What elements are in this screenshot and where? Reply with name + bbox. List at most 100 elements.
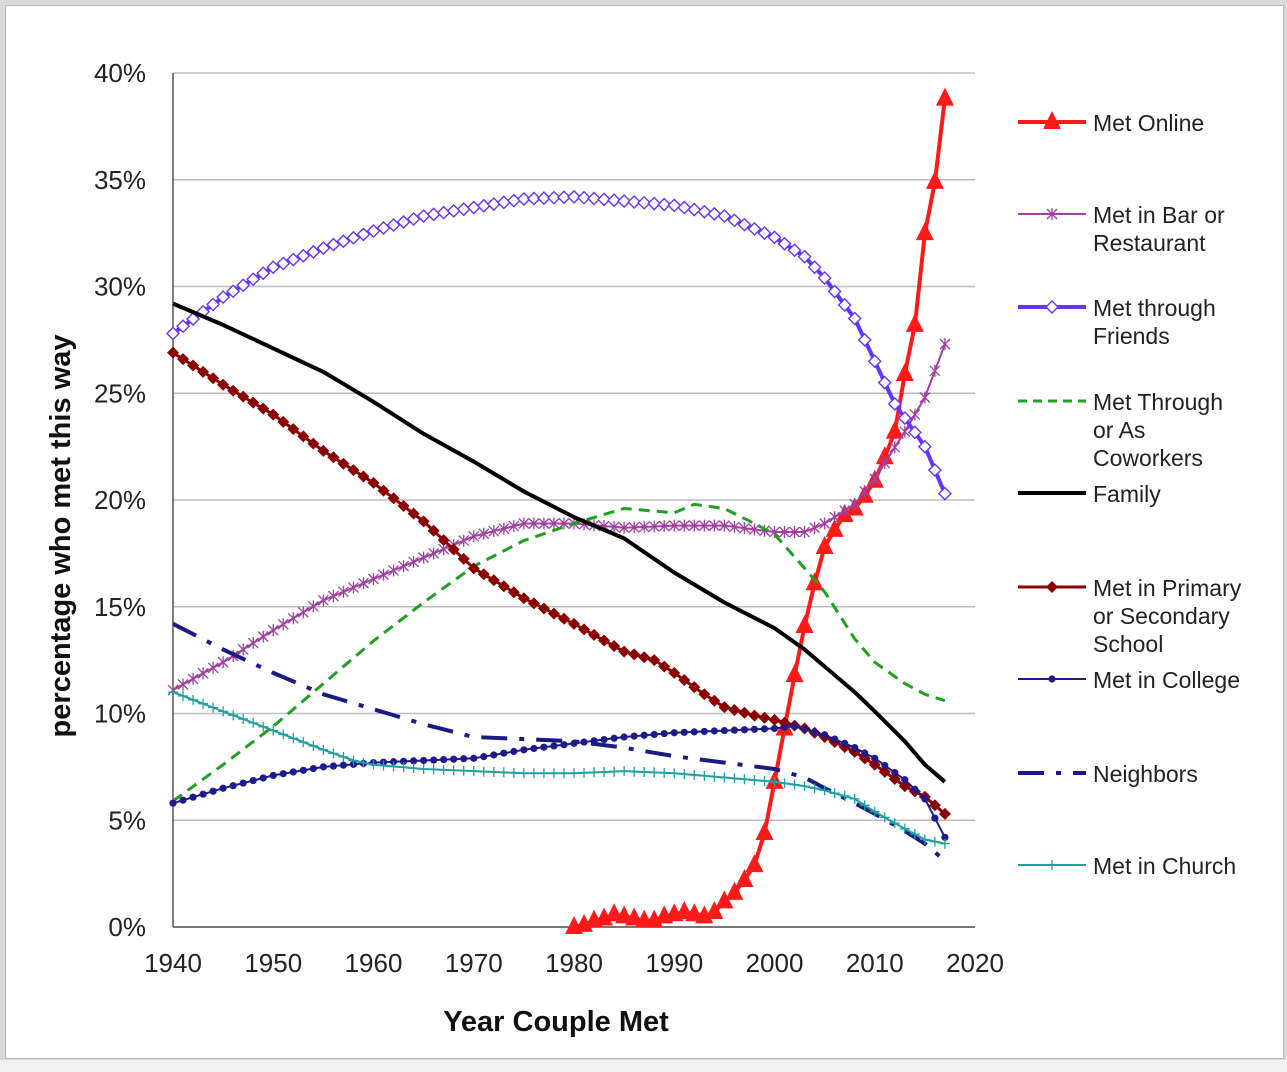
data-point	[648, 520, 660, 533]
legend-label: or Secondary	[1093, 603, 1230, 629]
legend-marker	[1048, 675, 1056, 683]
data-point	[458, 534, 470, 547]
data-point	[498, 522, 510, 535]
data-point	[267, 624, 279, 637]
data-point	[428, 764, 439, 775]
data-point	[598, 634, 611, 647]
data-point	[931, 814, 939, 822]
data-point	[839, 791, 850, 802]
data-point	[420, 756, 428, 765]
data-point	[306, 244, 321, 259]
data-point	[608, 640, 621, 653]
data-point	[800, 725, 809, 733]
data-point	[907, 425, 922, 440]
data-point	[259, 774, 267, 782]
data-point	[861, 749, 869, 757]
legend-label: Met in College	[1093, 667, 1240, 693]
data-point	[667, 198, 682, 213]
data-point	[610, 734, 618, 742]
data-point	[790, 722, 799, 730]
data-point	[879, 456, 891, 469]
data-point	[678, 519, 690, 532]
data-point	[487, 574, 500, 587]
data-point	[456, 202, 471, 217]
data-point	[647, 196, 662, 211]
data-point	[378, 568, 389, 581]
data-point	[207, 661, 219, 674]
data-point	[658, 520, 670, 533]
data-point	[819, 517, 831, 530]
data-point	[526, 191, 541, 206]
data-point	[437, 534, 450, 547]
data-point	[237, 390, 250, 403]
data-point	[688, 681, 701, 694]
series-met-online	[565, 87, 954, 934]
data-point	[287, 423, 300, 436]
data-point	[859, 800, 870, 811]
data-point	[217, 656, 229, 669]
data-point	[468, 766, 479, 777]
data-point	[406, 212, 421, 227]
data-point	[659, 767, 670, 778]
data-point	[770, 724, 779, 733]
data-point	[178, 690, 189, 701]
data-point	[710, 727, 718, 735]
data-point	[418, 551, 430, 564]
data-point	[267, 408, 280, 421]
data-point	[397, 499, 410, 512]
legend-label: Met through	[1093, 295, 1216, 321]
legend-label: School	[1093, 631, 1163, 657]
data-point	[935, 87, 954, 106]
data-point	[777, 236, 792, 251]
data-point	[787, 243, 802, 258]
data-point	[166, 326, 180, 341]
x-tick-label: 2010	[846, 948, 904, 978]
series-line	[573, 98, 947, 929]
legend-label: Met in Bar or	[1093, 202, 1225, 228]
data-point	[547, 607, 560, 620]
data-point	[617, 194, 632, 209]
data-point	[825, 518, 844, 537]
x-tick-label: 1960	[345, 948, 403, 978]
data-point	[638, 651, 651, 664]
data-point	[447, 543, 460, 556]
data-point	[468, 530, 480, 543]
data-point	[797, 249, 812, 264]
data-point	[750, 725, 759, 733]
x-tick-label: 1940	[144, 948, 202, 978]
data-point	[735, 869, 754, 888]
data-point	[378, 760, 389, 771]
data-point	[759, 775, 770, 786]
data-point	[709, 771, 720, 782]
data-point	[368, 759, 379, 770]
data-point	[416, 209, 431, 224]
data-point	[620, 733, 628, 741]
data-point	[548, 517, 560, 530]
data-point	[536, 191, 551, 206]
data-point	[246, 272, 261, 287]
data-point	[277, 415, 290, 428]
legend-label: Coworkers	[1093, 445, 1203, 471]
data-point	[269, 771, 277, 780]
data-point	[229, 782, 237, 790]
data-point	[460, 755, 468, 763]
data-point	[316, 241, 331, 256]
data-point	[187, 359, 200, 372]
data-point	[638, 520, 650, 533]
data-point	[207, 372, 220, 385]
data-point	[587, 191, 602, 206]
data-point	[868, 758, 881, 771]
data-point	[478, 766, 489, 777]
data-point	[197, 365, 210, 378]
y-tick-label: 5%	[108, 805, 146, 835]
series-line	[171, 194, 947, 495]
data-point	[249, 776, 257, 785]
data-point	[167, 346, 179, 359]
data-point	[727, 213, 742, 228]
data-point	[438, 764, 449, 775]
data-point	[668, 666, 681, 679]
data-point	[327, 590, 339, 603]
data-point	[839, 504, 851, 517]
data-point	[189, 793, 197, 801]
